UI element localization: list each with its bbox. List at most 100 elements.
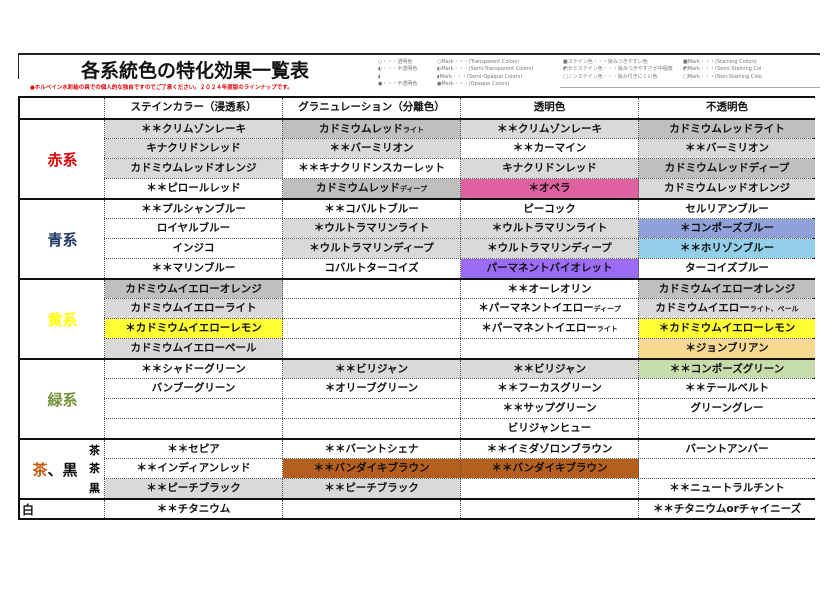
color-name: ＊＊テールベルト: [685, 382, 769, 394]
color-name: ＊＊サップグリーン: [502, 402, 597, 414]
cell-opaque: ＊＊バーミリオン: [639, 139, 815, 158]
color-name: カドミウムレッド: [315, 182, 400, 194]
group-label: 白: [22, 503, 35, 517]
group-label-cell: 青系: [20, 200, 105, 249]
color-name: ＊＊ビリジャン: [513, 363, 586, 375]
cell-opaque: ターコイズブルー: [639, 259, 815, 278]
table-row: 茶、黒茶＊＊セピア ＊＊バーントシェナ ＊＊イミダゾロンブラウン バーントアンバー: [20, 438, 815, 479]
table-row: カドミウムイエローペール ＊ジョンブリアン: [20, 338, 815, 358]
cell-opaque: ＊＊テールベルト: [639, 379, 815, 398]
table-row: ＊＊マリンブルー コバルトターコイズ パーマネントバイオレット ターコイズブルー: [20, 258, 815, 278]
cell-opaque: [639, 419, 815, 438]
color-name: バンブーグリーン: [151, 382, 236, 394]
cell-staining: カドミウムイエローペール: [105, 339, 283, 358]
color-name: ＊＊バーントシェナ: [324, 443, 419, 455]
cell-opaque: ＊コンポーズブルー: [639, 219, 815, 238]
group-label-cell: [20, 398, 105, 418]
cell-staining: ＊＊ピロールレッド: [105, 179, 283, 198]
table-row: カドミウムレッドオレンジ ＊＊キナクリドンスカーレット キナクリドンレッド カドミウム…: [20, 158, 815, 178]
color-name: カドミウムイエローライト: [130, 302, 257, 314]
color-name: ＊＊シャドーグリーン: [141, 363, 246, 375]
cell-granulation: ＊＊ピーチブラック: [283, 479, 461, 498]
legend-rule: [560, 87, 820, 88]
legend-item: ●Mark・・・(Opaque Colors): [437, 80, 510, 87]
cell-staining: ＊＊セピア: [105, 440, 283, 458]
color-name: ＊＊コンポーズグリーン: [669, 363, 785, 375]
cell-granulation: ＊＊バンダイキブラウン: [283, 459, 461, 478]
cell-staining: ＊＊プルシャンブルー: [105, 200, 283, 218]
group-label-cell: [20, 218, 105, 238]
color-name: ＊ウルトラマリンライト: [313, 222, 430, 234]
color-name: キナクリドンレッド: [146, 142, 241, 154]
header-note: ●ホルベイン水彩絵の具での個人的な独自ですのでご了承ください。２０２４年度版のラ…: [30, 85, 293, 91]
row-sublabel: 黒: [89, 482, 100, 495]
cell-transparent: ＊＊カーマイン: [461, 139, 639, 158]
cell-transparent: ＊パーマネントイエローディープ: [461, 299, 639, 318]
color-name: ＊＊ピーチブラック: [324, 482, 419, 494]
color-name: ＊＊カーマイン: [512, 142, 587, 154]
cell-granulation: [283, 419, 461, 438]
cell-staining: ロイヤルブルー: [105, 219, 283, 238]
color-name: ＊＊クリムゾンレーキ: [141, 123, 246, 135]
cell-transparent: [461, 500, 639, 518]
group-label-part: 茶: [32, 461, 48, 479]
color-name: ＊＊コバルトブルー: [324, 203, 419, 215]
color-name: セルリアンブルー: [685, 203, 769, 215]
header-corner: [20, 98, 105, 118]
cell-transparent: ＊＊バンダイキブラウン: [461, 459, 639, 478]
cell-staining: [105, 419, 283, 438]
cell-granulation: ＊＊ビリジャン: [283, 360, 461, 378]
group-label-cell: 茶、黒茶: [20, 440, 105, 479]
column-header-transparent: 透明色: [461, 98, 639, 118]
cell-granulation: コバルトターコイズ: [283, 259, 461, 278]
cell-granulation: ＊＊バーントシェナ: [283, 440, 461, 458]
cell-transparent: ＊＊イミダゾロンブラウン: [461, 440, 639, 458]
color-name: ＊カドミウムイエローレモン: [658, 322, 796, 334]
color-name: ＊ウルトラマリンディープ: [487, 242, 612, 254]
cell-staining: ＊カドミウムイエローレモン: [105, 319, 283, 338]
group-label: 黄系: [47, 311, 78, 329]
cell-granulation: ＊オリーブグリーン: [283, 379, 461, 398]
legend-item: ◩セミステイン色・・・染みつきやすさが中程度: [563, 66, 673, 73]
cell-transparent: ＊＊オーレオリン: [461, 280, 639, 298]
legend-staining-jp: ■ステイン色・・・染みつきやすい色 ◩セミステイン色・・・染みつきやすさが中程度…: [563, 59, 673, 81]
table-row: ＊カドミウムイエローレモン ＊パーマネントイエローライト ＊カドミウムイエローレモン: [20, 318, 815, 338]
legend-item: ■ステイン色・・・染みつきやすい色: [563, 59, 648, 65]
color-name: ＊カドミウムイエローレモン: [125, 322, 262, 334]
legend-item: ●・・・不透明色: [378, 80, 418, 87]
group-label-cell: [20, 158, 105, 178]
group-label-cell: [20, 298, 105, 318]
cell-granulation: ＊ウルトラマリンディープ: [283, 239, 461, 258]
table-row: 黒 ＊＊ピーチブラック ＊＊ピーチブラック ＊＊ニュートラルチント: [20, 478, 815, 498]
cell-granulation: [283, 339, 461, 358]
cell-transparent: パーマネントバイオレット: [461, 259, 639, 278]
row-sublabel: 茶: [89, 444, 100, 457]
table-row: 緑系 ＊＊シャドーグリーン ＊＊ビリジャン ＊＊ビリジャン ＊＊コンポーズグリーン: [20, 358, 815, 409]
cell-opaque: [639, 459, 815, 478]
cell-staining: カドミウムイエローライト: [105, 299, 283, 318]
cell-transparent: ＊＊ビリジャン: [461, 360, 639, 378]
color-name: ビリジャンヒュー: [507, 422, 592, 434]
table-row: インジコ ＊ウルトラマリンディープ ＊ウルトラマリンディープ ＊＊ホリゾンブルー: [20, 238, 815, 258]
cell-staining: ＊＊インディアンレッド: [105, 459, 283, 478]
color-name: ＊＊キナクリドンスカーレット: [298, 162, 445, 174]
legend-item: ■Mark・・・(Staining Colors): [683, 59, 757, 65]
color-name: カドミウムレッドディープ: [664, 162, 790, 174]
table-row: 赤系 ＊＊クリムゾンレーキ カドミウムレッドライト ＊＊クリムゾンレーキ カドミウムレッ…: [20, 118, 815, 169]
cell-granulation: ＊＊キナクリドンスカーレット: [283, 159, 461, 178]
color-name: カドミウムイエローオレンジ: [125, 283, 262, 295]
color-name-suffix: ライト: [596, 325, 618, 333]
table-row: ＊＊ピロールレッド カドミウムレッドディープ ＊オペラ カドミウムレッドオレンジ: [20, 178, 815, 198]
cell-opaque: カドミウムイエローオレンジ: [639, 280, 815, 298]
table-row: ＊＊サップグリーン グリーングレー: [20, 398, 815, 418]
legend-item: □Mark・・・(Non-Staining Colo: [683, 73, 762, 80]
color-name: キナクリドンレッド: [502, 162, 597, 174]
cell-staining: ＊＊シャドーグリーン: [105, 360, 283, 378]
group-label-cell: [20, 378, 105, 398]
color-name: ＊＊バンダイキブラウン: [313, 462, 430, 474]
cell-staining: キナクリドンレッド: [105, 139, 283, 158]
page-title: 各系統色の特化効果一覧表: [80, 60, 309, 82]
group-label-cell: [20, 318, 105, 338]
cell-transparent: [461, 339, 639, 358]
color-name: グリーングレー: [690, 402, 764, 414]
